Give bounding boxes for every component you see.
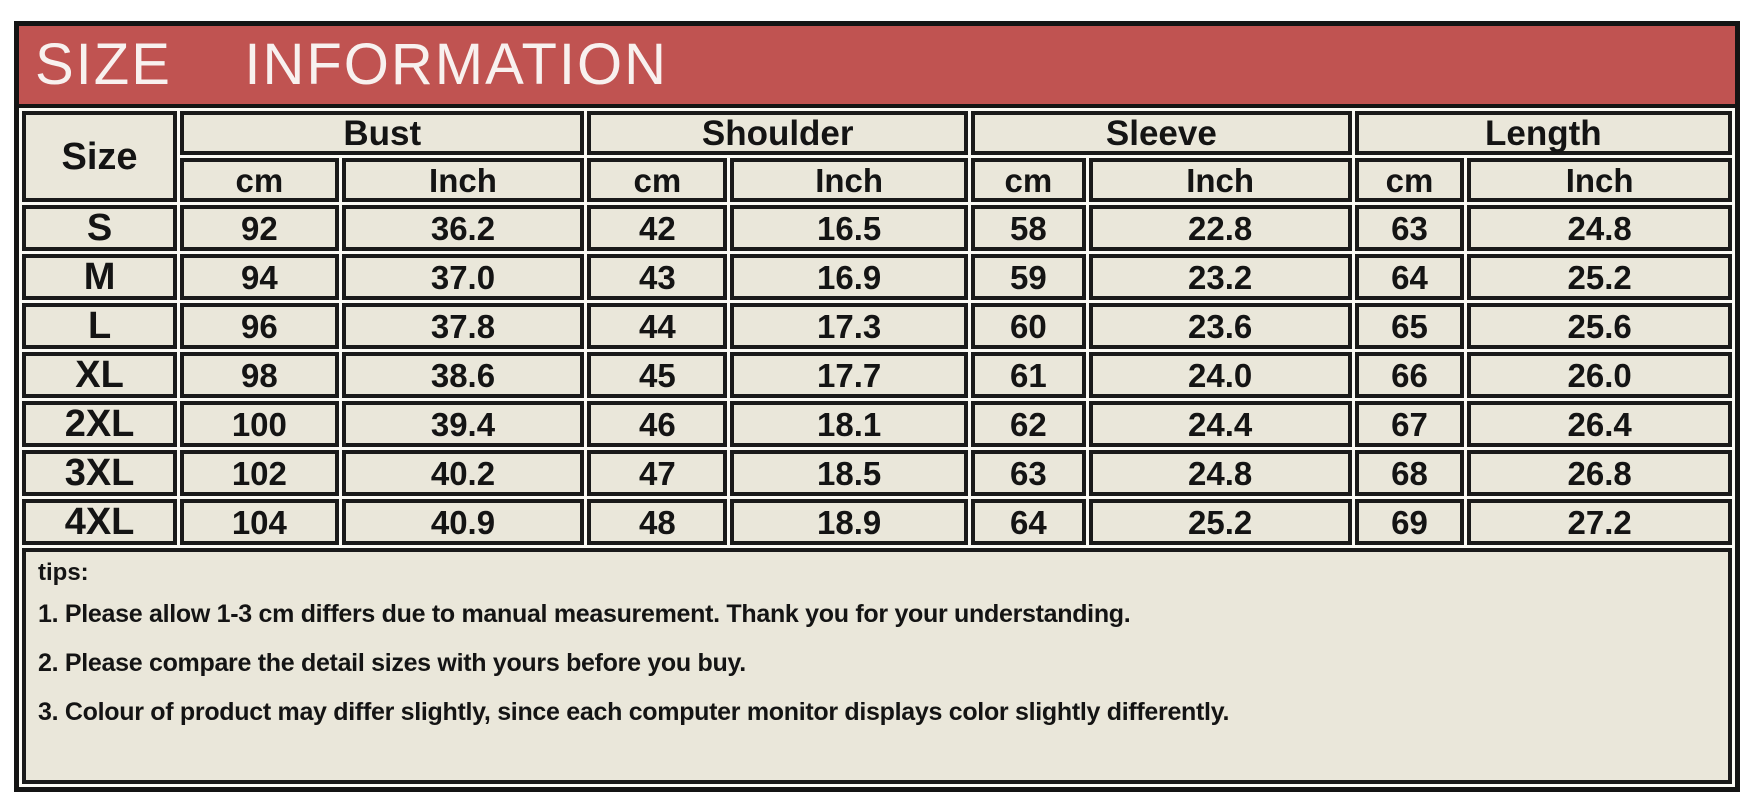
tips-section: tips: 1. Please allow 1-3 cm differs due… <box>22 548 1732 784</box>
measurement-cell: 16.9 <box>730 254 969 300</box>
table-row: 4XL 104 40.9 48 18.9 64 25.2 69 27.2 <box>22 499 1732 545</box>
size-label-cell: 3XL <box>22 450 178 496</box>
measurement-cell: 24.4 <box>1088 401 1352 447</box>
measurement-cell: 24.8 <box>1088 450 1352 496</box>
measurement-cell: 17.3 <box>730 303 969 349</box>
table-row: M 94 37.0 43 16.9 59 23.2 64 25.2 <box>22 254 1732 300</box>
measurement-cell: 96 <box>180 303 339 349</box>
tip-line: 3. Colour of product may differ slightly… <box>38 698 1230 726</box>
table-row: L 96 37.8 44 17.3 60 23.6 65 25.6 <box>22 303 1732 349</box>
measurement-cell: 44 <box>587 303 728 349</box>
measurement-cell: 48 <box>587 499 728 545</box>
measurement-cell: 42 <box>587 205 728 251</box>
measurement-cell: 94 <box>180 254 339 300</box>
size-table-body: Size Bust Shoulder Sleeve Length cm Inch… <box>22 111 1732 545</box>
measurement-cell: 68 <box>1354 450 1465 496</box>
measurement-cell: 66 <box>1354 352 1465 398</box>
measurement-cell: 63 <box>971 450 1086 496</box>
measurement-cell: 36.2 <box>341 205 585 251</box>
group-header-row: Size Bust Shoulder Sleeve Length <box>22 111 1732 202</box>
measurement-cell: 46 <box>587 401 728 447</box>
measurement-cell: 58 <box>971 205 1086 251</box>
unit-header-bust-inch: Inch <box>341 158 585 202</box>
unit-header-bust-cm: cm <box>180 158 339 202</box>
measurement-cell: 59 <box>971 254 1086 300</box>
measurement-cell: 18.9 <box>730 499 969 545</box>
measurement-cell: 23.2 <box>1088 254 1352 300</box>
measurement-cell: 24.8 <box>1467 205 1732 251</box>
measurement-cell: 104 <box>180 499 339 545</box>
measurement-cell: 40.2 <box>341 450 585 496</box>
measurement-cell: 64 <box>971 499 1086 545</box>
table-row: 3XL 102 40.2 47 18.5 63 24.8 68 26.8 <box>22 450 1732 496</box>
measurement-cell: 25.6 <box>1467 303 1732 349</box>
unit-header-length-cm: cm <box>1354 158 1465 202</box>
measurement-cell: 43 <box>587 254 728 300</box>
measurement-cell: 40.9 <box>341 499 585 545</box>
measurement-cell: 37.0 <box>341 254 585 300</box>
unit-header-shoulder-cm: cm <box>587 158 728 202</box>
size-label-cell: 4XL <box>22 499 178 545</box>
measurement-cell: 18.1 <box>730 401 969 447</box>
measurement-cell: 25.2 <box>1467 254 1732 300</box>
measurement-cell: 22.8 <box>1088 205 1352 251</box>
unit-header-sleeve-cm: cm <box>971 158 1086 202</box>
measurement-cell: 17.7 <box>730 352 969 398</box>
measurement-cell: 60 <box>971 303 1086 349</box>
tip-line: 1. Please allow 1-3 cm differs due to ma… <box>38 600 1131 628</box>
unit-header-length-inch: Inch <box>1467 158 1732 202</box>
table-row: XL 98 38.6 45 17.7 61 24.0 66 26.0 <box>22 352 1732 398</box>
measurement-cell: 27.2 <box>1467 499 1732 545</box>
unit-header-shoulder-inch: Inch <box>730 158 969 202</box>
measurement-cell: 69 <box>1354 499 1465 545</box>
measurement-cell: 98 <box>180 352 339 398</box>
page-title: SIZE INFORMATION <box>35 32 669 97</box>
group-header-bust: Bust <box>180 111 585 155</box>
tips-heading: tips: <box>38 559 89 586</box>
size-label-cell: M <box>22 254 178 300</box>
group-header-shoulder: Shoulder <box>587 111 969 155</box>
measurement-cell: 62 <box>971 401 1086 447</box>
measurement-cell: 39.4 <box>341 401 585 447</box>
size-column-header: Size <box>22 111 178 202</box>
size-label-cell: S <box>22 205 178 251</box>
measurement-cell: 67 <box>1354 401 1465 447</box>
size-information-header: SIZE INFORMATION <box>19 26 1735 108</box>
measurement-cell: 23.6 <box>1088 303 1352 349</box>
measurement-cell: 24.0 <box>1088 352 1352 398</box>
measurement-cell: 61 <box>971 352 1086 398</box>
table-row: 2XL 100 39.4 46 18.1 62 24.4 67 26.4 <box>22 401 1732 447</box>
size-label-cell: L <box>22 303 178 349</box>
measurement-cell: 45 <box>587 352 728 398</box>
measurement-cell: 100 <box>180 401 339 447</box>
tip-line: 2. Please compare the detail sizes with … <box>38 649 746 677</box>
size-information-panel: SIZE INFORMATION Size Bust Shoulder Slee… <box>14 21 1740 792</box>
measurement-cell: 92 <box>180 205 339 251</box>
size-label-cell: XL <box>22 352 178 398</box>
measurement-cell: 38.6 <box>341 352 585 398</box>
measurement-cell: 25.2 <box>1088 499 1352 545</box>
table-row: S 92 36.2 42 16.5 58 22.8 63 24.8 <box>22 205 1732 251</box>
measurement-cell: 37.8 <box>341 303 585 349</box>
group-header-length: Length <box>1354 111 1732 155</box>
group-header-sleeve: Sleeve <box>971 111 1352 155</box>
measurement-cell: 26.4 <box>1467 401 1732 447</box>
measurement-cell: 26.0 <box>1467 352 1732 398</box>
size-table: Size Bust Shoulder Sleeve Length cm Inch… <box>19 108 1735 548</box>
tips-list: 1. Please allow 1-3 cm differs due to ma… <box>38 600 1716 727</box>
unit-header-sleeve-inch: Inch <box>1088 158 1352 202</box>
size-label-cell: 2XL <box>22 401 178 447</box>
measurement-cell: 63 <box>1354 205 1465 251</box>
measurement-cell: 26.8 <box>1467 450 1732 496</box>
measurement-cell: 47 <box>587 450 728 496</box>
measurement-cell: 16.5 <box>730 205 969 251</box>
unit-header-row: cm Inch cm Inch cm Inch cm Inch <box>22 158 1732 202</box>
measurement-cell: 64 <box>1354 254 1465 300</box>
measurement-cell: 18.5 <box>730 450 969 496</box>
measurement-cell: 65 <box>1354 303 1465 349</box>
measurement-cell: 102 <box>180 450 339 496</box>
